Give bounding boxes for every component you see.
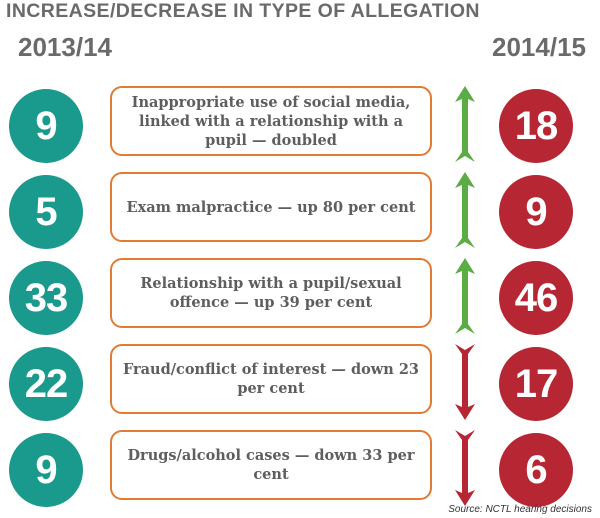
- value-2014-15: 9: [499, 175, 573, 249]
- value-2014-15: 6: [499, 433, 573, 507]
- value-2014-15: 18: [499, 89, 573, 163]
- arrow-down-icon: [455, 344, 475, 420]
- allegation-label: Drugs/alcohol cases — down 33 per cent: [110, 430, 432, 500]
- value-2013-14: 22: [9, 347, 83, 421]
- value-2014-15: 46: [499, 261, 573, 335]
- arrow-up-icon: [455, 258, 475, 334]
- year-before-header: 2013/14: [18, 32, 112, 62]
- allegation-label: Relationship with a pupil/sexual offence…: [110, 258, 432, 328]
- value-2013-14: 5: [9, 175, 83, 249]
- arrow-up-icon: [455, 172, 475, 248]
- allegation-row: 9 Inappropriate use of social media, link…: [0, 86, 600, 166]
- value-2013-14: 33: [9, 261, 83, 335]
- year-after-header: 2014/15: [492, 32, 586, 62]
- allegation-label: Exam malpractice — up 80 per cent: [110, 172, 432, 242]
- arrow-up-icon: [455, 86, 475, 162]
- allegation-label: Fraud/conflict of interest — down 23 per…: [110, 344, 432, 414]
- source-note: Source: NCTL hearing decisions: [448, 504, 592, 515]
- value-2014-15: 17: [499, 347, 573, 421]
- arrow-down-icon: [455, 430, 475, 506]
- value-2013-14: 9: [9, 433, 83, 507]
- value-2013-14: 9: [9, 89, 83, 163]
- allegation-row: 9 Drugs/alcohol cases — down 33 per cent 6: [0, 430, 600, 510]
- allegation-row: 33 Relationship with a pupil/sexual offen…: [0, 258, 600, 338]
- allegation-label: Inappropriate use of social media, linke…: [110, 86, 432, 156]
- chart-title: INCREASE/DECREASE IN TYPE OF ALLEGATION: [6, 0, 480, 22]
- allegation-row: 5 Exam malpractice — up 80 per cent 9: [0, 172, 600, 252]
- allegation-row: 22 Fraud/conflict of interest — down 23 p…: [0, 344, 600, 424]
